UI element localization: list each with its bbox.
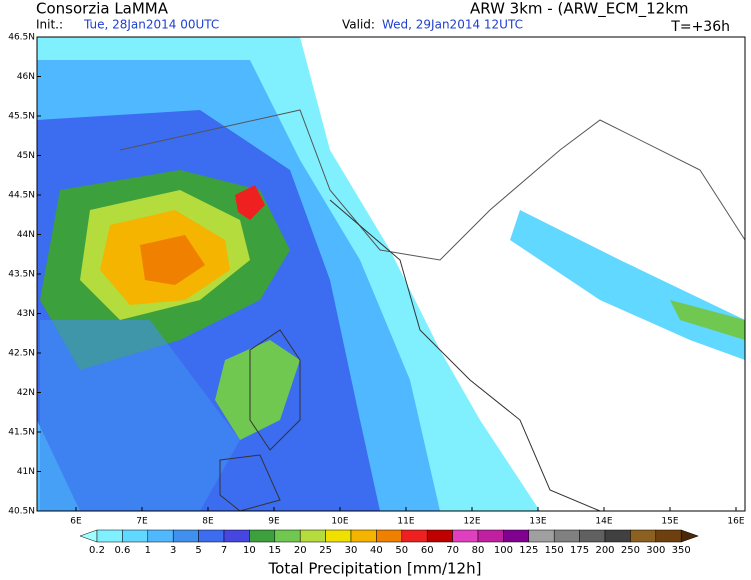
map-field: [37, 37, 745, 511]
lat-label: 46N: [17, 72, 35, 82]
colorbar-label: 30: [345, 545, 358, 556]
colorbar-label: 300: [646, 545, 665, 556]
colorbar-label: 3: [170, 545, 176, 556]
valid-label: Valid:: [342, 18, 375, 32]
lon-label: 6E: [70, 517, 82, 527]
colorbar-box: [426, 529, 453, 543]
colorbar-box: [223, 529, 250, 543]
colorbar-box: [401, 529, 428, 543]
colorbar-label: 250: [621, 545, 640, 556]
colorbar-box: [122, 529, 149, 543]
colorbar-label: 150: [545, 545, 564, 556]
colorbar-label: 350: [672, 545, 691, 556]
colorbar-label: 80: [472, 545, 485, 556]
colorbar-box: [655, 529, 682, 543]
colorbar-label: 7: [221, 545, 227, 556]
lat-label: 45N: [17, 151, 35, 161]
lat-label: 44.5N: [8, 191, 35, 201]
colorbar-box: [452, 529, 479, 543]
colorbar-title: Total Precipitation [mm/12h]: [268, 560, 482, 578]
colorbar-box: [325, 529, 352, 543]
lat-label: 45.5N: [8, 112, 35, 122]
colorbar-label: 40: [370, 545, 383, 556]
colorbar-label: 50: [395, 545, 408, 556]
lon-label: 15E: [661, 517, 678, 527]
source: Consorzia LaMMA: [36, 0, 169, 18]
lon-label: 9E: [268, 517, 280, 527]
lat-label: 42.5N: [8, 349, 35, 359]
init-time: Tue, 28Jan2014 00UTC: [83, 18, 219, 32]
colorbar-label: 1: [145, 545, 151, 556]
lead-time: T=+36h: [670, 19, 730, 35]
colorbar-label: 125: [519, 545, 538, 556]
colorbar-arrow: [680, 529, 699, 543]
colorbar-label: 10: [243, 545, 256, 556]
lat-label: 40.5N: [8, 507, 35, 517]
colorbar-box: [172, 529, 199, 543]
colorbar-box: [630, 529, 657, 543]
lon-label: 10E: [331, 517, 348, 527]
colorbar-label: 25: [319, 545, 332, 556]
lon-label: 11E: [397, 517, 414, 527]
colorbar-box: [503, 529, 530, 543]
colorbar-label: 60: [421, 545, 434, 556]
colorbar-arrow: [79, 529, 98, 543]
lon-label: 12E: [463, 517, 480, 527]
model: ARW 3km - (ARW_ECM_12km: [470, 0, 689, 19]
lon-label: 14E: [595, 517, 612, 527]
colorbar-label: 15: [268, 545, 281, 556]
colorbar-label: 70: [446, 545, 459, 556]
colorbar-label: 20: [294, 545, 307, 556]
colorbar-label: 200: [595, 545, 614, 556]
colorbar-box: [604, 529, 631, 543]
colorbar-label: 0.6: [114, 545, 130, 556]
colorbar-box: [96, 529, 123, 543]
colorbar-box: [274, 529, 301, 543]
colorbar-box: [579, 529, 606, 543]
lat-label: 41N: [17, 467, 35, 477]
colorbar-label: 5: [195, 545, 201, 556]
lat-label: 43N: [17, 309, 35, 319]
colorbar-box: [299, 529, 326, 543]
lat-label: 42N: [17, 388, 35, 398]
lon-label: 16E: [727, 517, 744, 527]
lat-label: 41.5N: [8, 428, 35, 438]
init-label: Init.:: [36, 18, 63, 32]
colorbar-label: 175: [570, 545, 589, 556]
colorbar-box: [528, 529, 555, 543]
colorbar-box: [477, 529, 504, 543]
lat-label: 46.5N: [8, 33, 35, 43]
colorbar-label: 100: [494, 545, 513, 556]
lon-label: 13E: [529, 517, 546, 527]
colorbar-label: 0.2: [89, 545, 105, 556]
colorbar-box: [249, 529, 276, 543]
lat-label: 43.5N: [8, 270, 35, 280]
colorbar-box: [553, 529, 580, 543]
valid-time: Wed, 29Jan2014 12UTC: [382, 18, 523, 32]
colorbar-box: [350, 529, 377, 543]
colorbar-box: [147, 529, 174, 543]
colorbar-box: [198, 529, 225, 543]
lat-label: 44N: [17, 230, 35, 240]
lon-label: 7E: [136, 517, 148, 527]
colorbar-box: [376, 529, 403, 543]
lon-label: 8E: [202, 517, 214, 527]
